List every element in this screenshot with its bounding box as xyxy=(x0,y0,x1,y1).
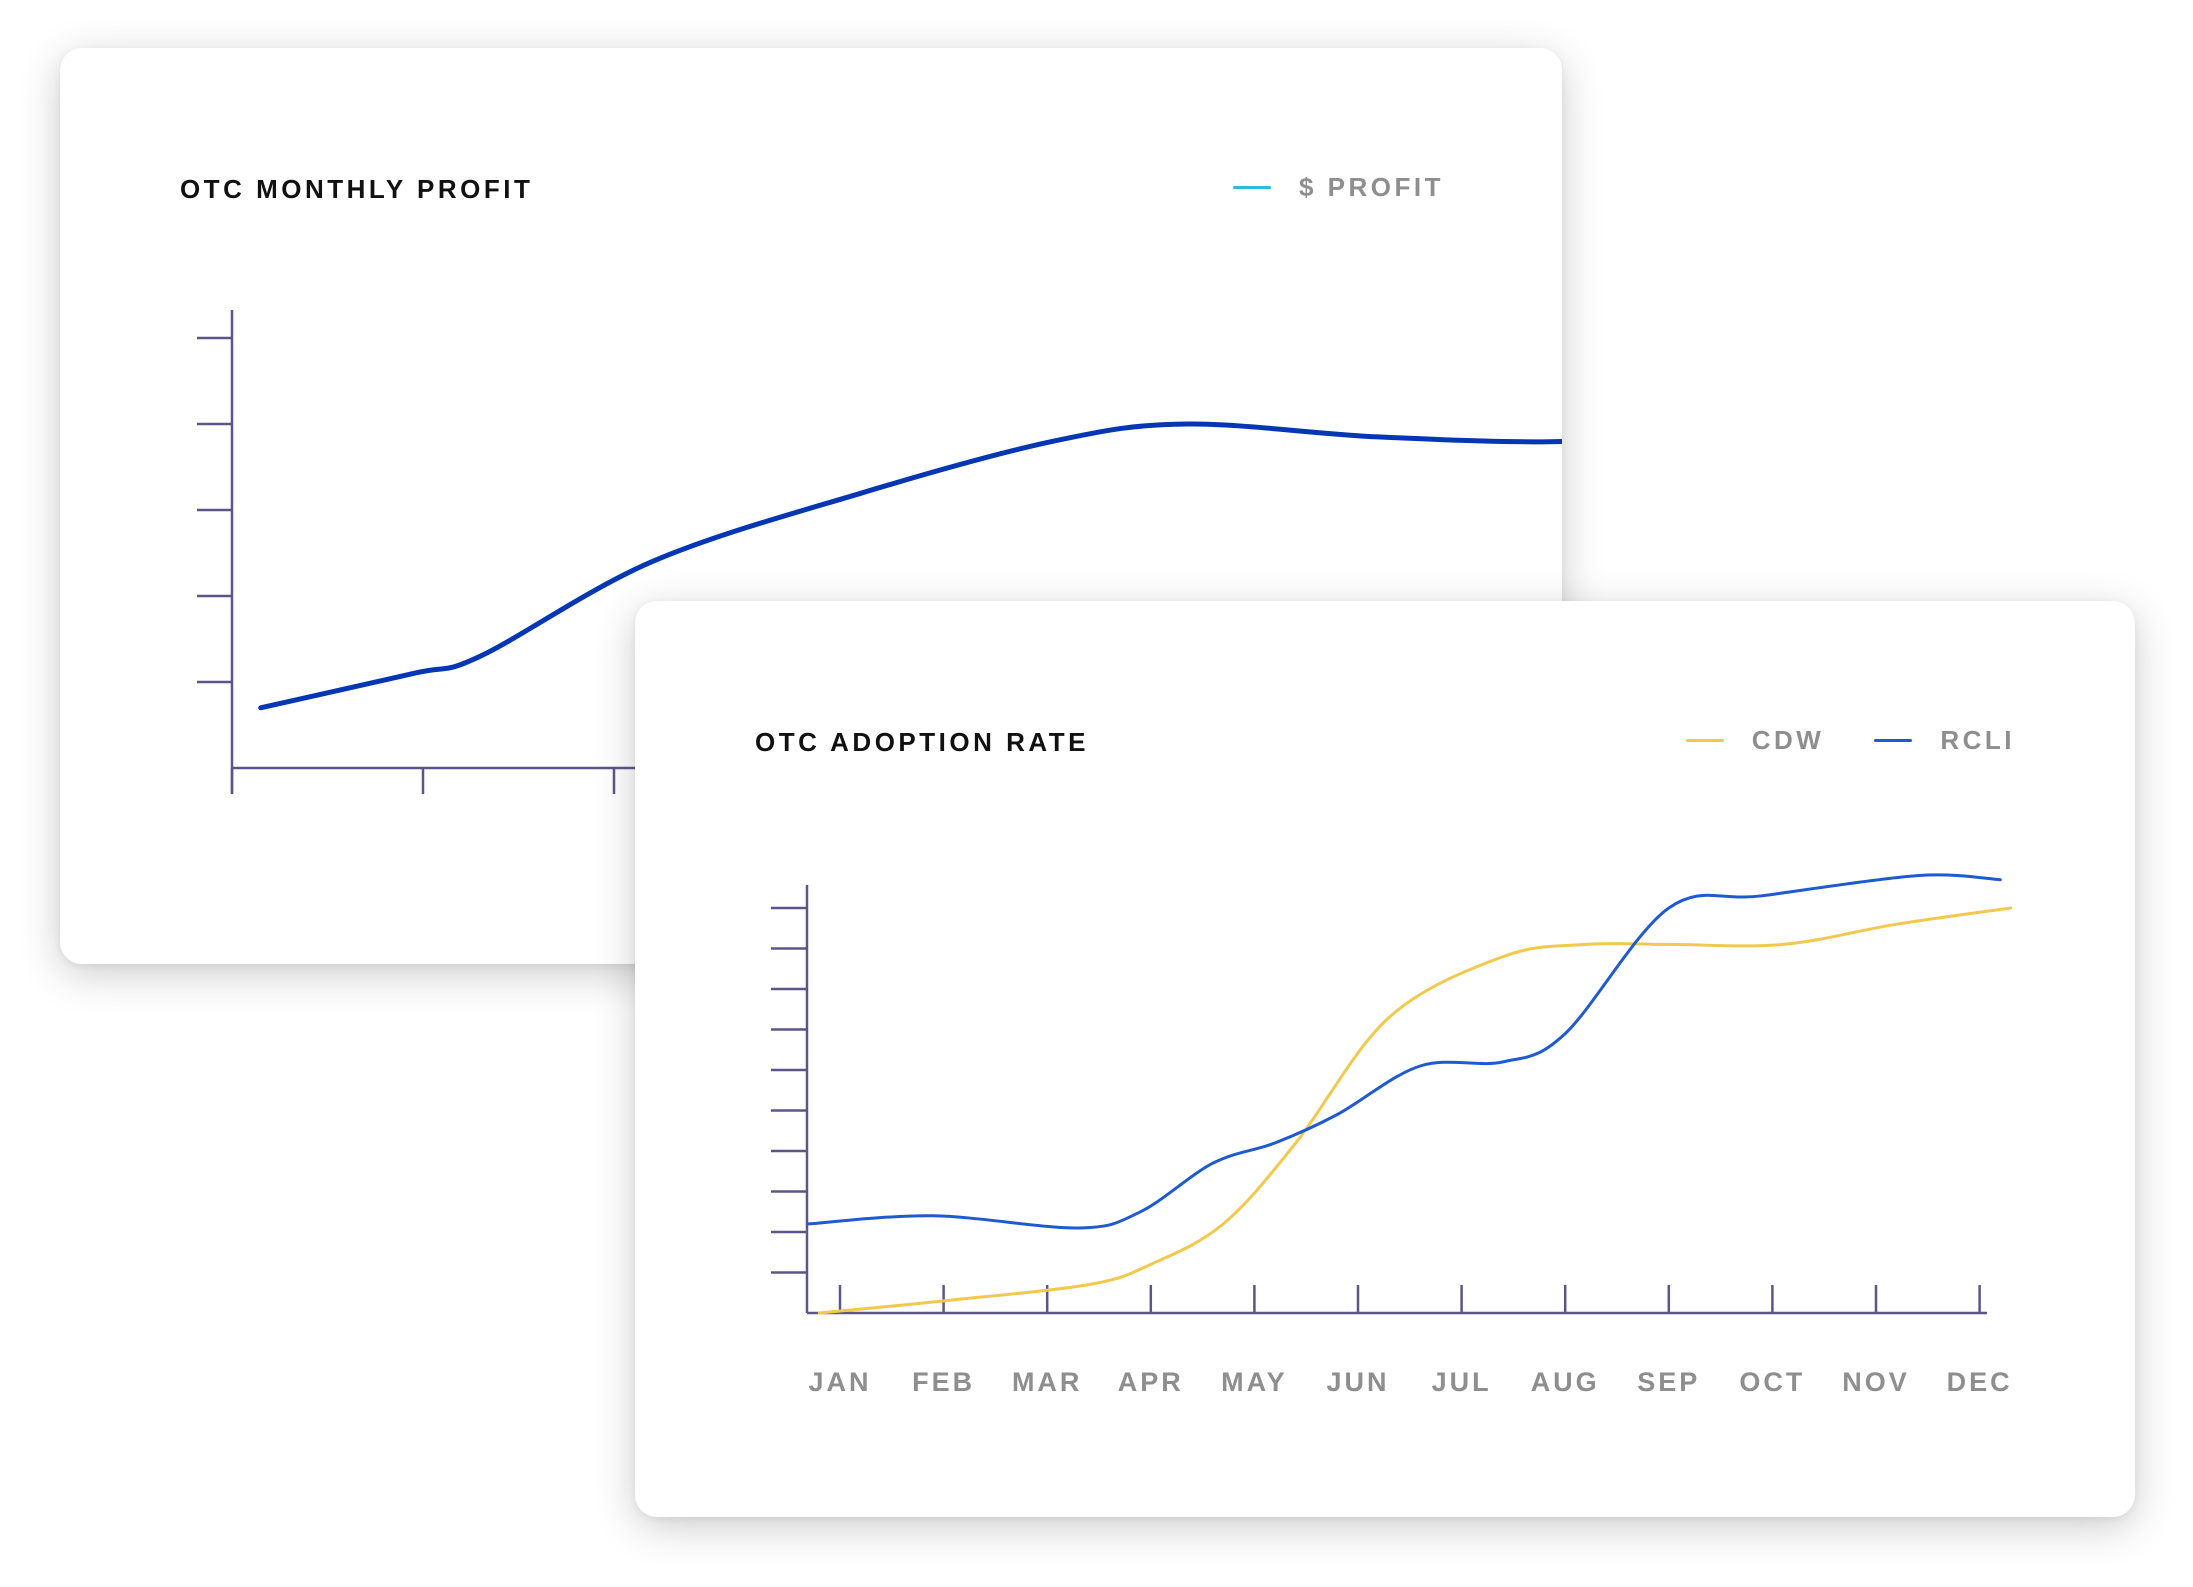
profit-chart-title: OTC MONTHLY PROFIT xyxy=(180,174,534,204)
x-tick-label-sep: SEP xyxy=(1637,1367,1700,1397)
legend-swatch-profit xyxy=(1232,186,1271,189)
x-tick-label-apr: APR xyxy=(1118,1367,1184,1397)
legend-item-profit: $ PROFIT xyxy=(1232,172,1444,203)
legend-item-rcli: RCLI xyxy=(1874,725,2015,756)
profit-legend: $ PROFIT xyxy=(1232,172,1444,203)
profit-series xyxy=(258,421,1562,711)
x-tick-label-mar: MAR xyxy=(1012,1367,1082,1397)
legend-label-profit: $ PROFIT xyxy=(1298,172,1444,202)
x-tick-label-jan: JAN xyxy=(808,1367,871,1397)
legend-item-cdw: CDW xyxy=(1685,725,1825,756)
adoption-legend: CDW RCLI xyxy=(1685,725,2015,756)
adoption-series xyxy=(807,873,2013,1315)
x-tick-label-may: MAY xyxy=(1221,1367,1288,1397)
x-tick-label-jun: JUN xyxy=(1326,1367,1389,1397)
adoption-chart-card: JAN FEB MAR APR MAY JUN JUL AUG SEP OCT NOV DEC OTC… xyxy=(635,601,2135,1517)
adoption-x-tick-labels: JAN FEB MAR APR MAY JUN JUL AUG SEP OCT NOV DEC xyxy=(808,1367,2013,1397)
x-tick-label-aug: AUG xyxy=(1531,1367,1600,1397)
x-tick-label-feb: FEB xyxy=(912,1367,975,1397)
legend-swatch-rcli xyxy=(1874,739,1913,742)
adoption-axes xyxy=(771,885,1987,1315)
legend-label-cdw: CDW xyxy=(1751,725,1825,755)
x-tick-label-nov: NOV xyxy=(1842,1367,1910,1397)
legend-label-rcli: RCLI xyxy=(1940,725,2015,755)
profit-series-line xyxy=(258,421,1562,711)
x-tick-label-oct: OCT xyxy=(1739,1367,1805,1397)
x-tick-label-dec: DEC xyxy=(1947,1367,2013,1397)
series-line-cdw xyxy=(817,906,2013,1315)
legend-swatch-cdw xyxy=(1685,739,1724,742)
adoption-chart-title: OTC ADOPTION RATE xyxy=(755,727,1089,757)
adoption-chart: JAN FEB MAR APR MAY JUN JUL AUG SEP OCT NOV DEC xyxy=(771,873,2013,1397)
x-tick-label-jul: JUL xyxy=(1432,1367,1492,1397)
series-line-rcli xyxy=(807,873,2002,1230)
